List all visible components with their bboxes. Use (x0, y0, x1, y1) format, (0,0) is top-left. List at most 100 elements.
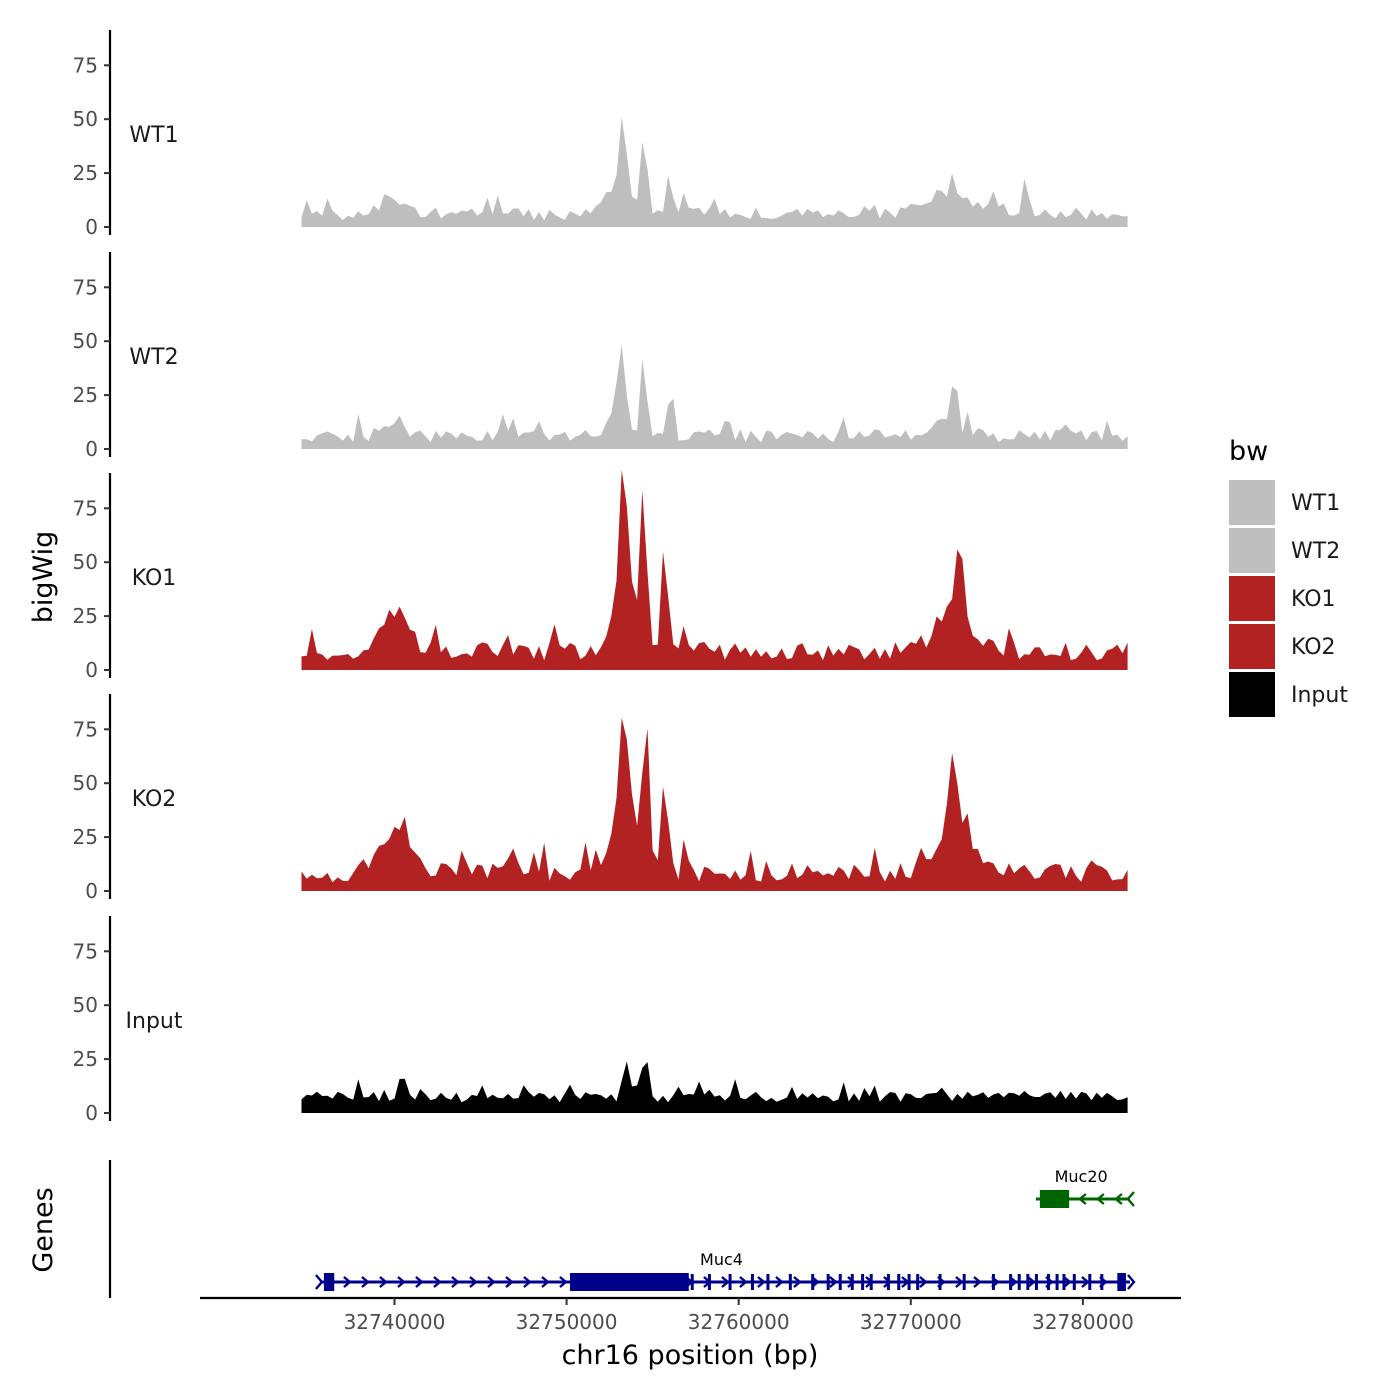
strand-arrow (379, 1276, 388, 1288)
gene-exon (1026, 1274, 1030, 1290)
gene-label: Muc20 (1055, 1167, 1108, 1186)
track-label-wt2: WT2 (129, 345, 178, 370)
strand-arrow (757, 1276, 766, 1288)
y-tick-label: 50 (73, 107, 98, 131)
y-tick-label: 0 (85, 437, 98, 461)
strand-arrow (829, 1276, 838, 1288)
y-tick-label: 50 (73, 993, 98, 1017)
strand-arrow (955, 1276, 964, 1288)
gene-exon (1017, 1274, 1021, 1290)
strand-arrow (361, 1276, 370, 1288)
y-tick-label: 75 (73, 717, 98, 741)
gene-exon (750, 1274, 754, 1290)
track-label-ko2: KO2 (132, 787, 177, 812)
strand-arrow (1095, 1193, 1105, 1205)
strand-arrow (847, 1276, 856, 1288)
strand-arrow (973, 1276, 982, 1288)
gene-exon (1039, 1190, 1070, 1208)
y-tick-label: 75 (73, 939, 98, 963)
legend: bw WT1 WT2 KO1 KO2 Input (1229, 436, 1348, 717)
y-tick-label: 75 (73, 275, 98, 299)
y-tick-label: 0 (85, 879, 98, 903)
genes-layer: Muc4 Muc20 (108, 1160, 1136, 1298)
gene-exon (788, 1274, 792, 1290)
strand-arrow (505, 1276, 514, 1288)
strand-arrow (343, 1276, 352, 1288)
strand-arrow (487, 1276, 496, 1288)
strand-arrow (1127, 1274, 1136, 1290)
gene-exon (811, 1274, 815, 1290)
x-axis-title: chr16 position (bp) (562, 1340, 819, 1371)
strand-arrow (541, 1276, 550, 1288)
gene-exon (869, 1274, 873, 1290)
legend-swatch (1229, 528, 1275, 573)
gene-exon (1046, 1274, 1050, 1290)
strand-arrow (919, 1276, 928, 1288)
y-tick-label: 25 (73, 161, 98, 185)
legend-item-ko2: KO2 (1229, 624, 1336, 669)
track-label-wt1: WT1 (129, 123, 178, 148)
strand-arrow (451, 1276, 460, 1288)
track-label-ko1: KO1 (132, 566, 177, 591)
legend-label: KO1 (1291, 587, 1336, 612)
legend-label: KO2 (1291, 635, 1336, 660)
gene-exon (1072, 1274, 1076, 1290)
legend-title: bw (1229, 436, 1268, 467)
strand-arrow (1077, 1193, 1087, 1205)
gene-label: Muc4 (700, 1250, 743, 1269)
legend-label: WT1 (1291, 491, 1340, 516)
strand-arrow (315, 1274, 324, 1290)
y-tick-label: 75 (73, 496, 98, 520)
gene-exon (707, 1274, 711, 1290)
track-wt1: 0 25 50 75 WT1 (73, 30, 1128, 239)
gene-exon (323, 1273, 335, 1291)
gene-exon (916, 1274, 920, 1290)
legend-swatch (1229, 576, 1275, 621)
gene-muc4: Muc4 (315, 1250, 1136, 1291)
x-tick-label: 32760000 (688, 1310, 790, 1334)
y-tick-label: 25 (73, 383, 98, 407)
strand-arrow (415, 1276, 424, 1288)
track-ko2: 0 25 50 75 KO2 (73, 694, 1128, 903)
strand-arrow (397, 1276, 406, 1288)
gene-exon (1088, 1274, 1092, 1290)
gene-exon (1055, 1274, 1059, 1290)
gene-exon (1100, 1274, 1104, 1290)
x-tick-label: 32770000 (860, 1310, 962, 1334)
gene-exon (1062, 1274, 1066, 1290)
track-ko1: 0 25 50 75 KO1 (73, 469, 1128, 682)
track-label-input: Input (126, 1009, 183, 1034)
x-tick-label: 32740000 (344, 1310, 446, 1334)
legend-swatch (1229, 672, 1275, 717)
gene-exon (850, 1274, 854, 1290)
gene-exon (861, 1274, 865, 1290)
strand-arrow (793, 1276, 802, 1288)
gene-exon (1034, 1274, 1038, 1290)
signal-area-wt1 (301, 116, 1128, 227)
signal-area-ko2 (301, 717, 1128, 891)
y-tick-label: 0 (85, 215, 98, 239)
strand-arrow (469, 1276, 478, 1288)
gene-exon (766, 1274, 770, 1290)
gene-exon (907, 1274, 911, 1290)
gene-exon (897, 1274, 901, 1290)
gene-exon (938, 1274, 942, 1290)
gene-exon (991, 1274, 995, 1290)
signal-area-wt2 (301, 344, 1128, 449)
y-tick-label: 50 (73, 329, 98, 353)
gene-exon (886, 1274, 890, 1290)
y-tick-label: 0 (85, 1101, 98, 1125)
legend-label: WT2 (1291, 539, 1340, 564)
gene-exon (728, 1274, 732, 1290)
y-tick-label: 50 (73, 771, 98, 795)
track-input: 0 25 50 75 Input (73, 916, 1128, 1125)
track-wt2: 0 25 50 75 WT2 (73, 252, 1128, 461)
tracks-layer: 0 25 50 75 WT1 0 25 50 75 WT2 0 25 50 75 KO1 0 25 50 75 KO2… (73, 30, 1128, 1125)
strand-arrow (721, 1276, 730, 1288)
y-tick-label: 75 (73, 53, 98, 77)
legend-item-wt1: WT1 (1229, 480, 1340, 525)
gene-exon (690, 1274, 694, 1290)
legend-item-input: Input (1229, 672, 1348, 717)
signal-area-input (301, 1061, 1128, 1113)
